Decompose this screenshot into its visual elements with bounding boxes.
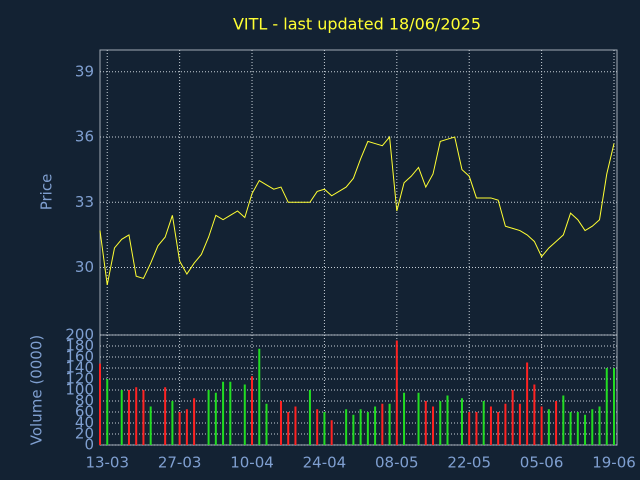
volume-bar xyxy=(395,340,398,445)
volume-bar xyxy=(584,414,587,445)
y-tick-label: 60 xyxy=(75,403,94,421)
x-tick-label: 13-03 xyxy=(85,454,129,472)
volume-bar xyxy=(106,379,109,445)
volume-bar xyxy=(446,395,449,445)
x-tick-label: 27-03 xyxy=(158,454,202,472)
volume-bar xyxy=(120,390,123,445)
volume-bar xyxy=(330,420,333,445)
volume-bar xyxy=(279,401,282,445)
volume-bar xyxy=(569,412,572,445)
y-tick-label: 160 xyxy=(65,348,94,366)
volume-bar xyxy=(251,376,254,445)
y-tick-label: 120 xyxy=(65,370,94,388)
volume-bar xyxy=(243,384,246,445)
y-tick-label: 0 xyxy=(84,436,94,454)
volume-bar xyxy=(99,363,101,445)
y-tick-label: 80 xyxy=(75,392,94,410)
x-tick-label: 19-06 xyxy=(592,454,636,472)
y-tick-label: 36 xyxy=(75,128,94,146)
volume-bar xyxy=(142,390,145,445)
x-tick-label: 22-05 xyxy=(447,454,491,472)
price-line xyxy=(99,135,615,286)
volume-bar xyxy=(171,401,174,445)
y-tick-label: 20 xyxy=(75,425,94,443)
volume-bar xyxy=(497,412,500,445)
volume-bar xyxy=(193,398,196,445)
x-tick-label: 24-04 xyxy=(303,454,347,472)
volume-bar xyxy=(207,390,210,445)
volume-bar xyxy=(526,362,529,445)
volume-bar xyxy=(265,403,268,445)
volume-bar xyxy=(489,406,492,445)
volume-bar xyxy=(308,390,311,445)
x-tick-label: 05-06 xyxy=(520,454,564,472)
volume-bar xyxy=(388,403,391,445)
volume-bar xyxy=(613,368,615,445)
volume-bar xyxy=(403,392,406,445)
volume-bar xyxy=(374,406,377,445)
volume-bar xyxy=(562,395,565,445)
y-tick-label: 180 xyxy=(65,337,94,355)
chart-title: VITL - last updated 18/06/2025 xyxy=(233,15,481,34)
volume-bar xyxy=(482,401,485,445)
volume-bar xyxy=(127,390,130,445)
volume-bar xyxy=(605,368,608,445)
volume-bar xyxy=(460,398,463,445)
volume-bar xyxy=(504,403,507,445)
volume-bar xyxy=(164,387,167,445)
volume-bar xyxy=(185,409,188,445)
x-tick-label: 08-05 xyxy=(375,454,419,472)
volume-bar xyxy=(258,348,261,445)
volume-bar xyxy=(294,406,297,445)
x-tick-label: 10-04 xyxy=(230,454,274,472)
volume-bar xyxy=(417,392,420,445)
volume-bar xyxy=(222,381,225,445)
volume-bar xyxy=(135,387,138,445)
volume-bar xyxy=(511,390,514,445)
volume-bar xyxy=(366,412,369,445)
volume-bar xyxy=(555,401,558,445)
y-tick-label: 140 xyxy=(65,359,94,377)
volume-bar xyxy=(468,412,471,445)
volume-bar xyxy=(287,412,290,445)
y-tick-label: 39 xyxy=(75,62,94,80)
y-tick-label: 200 xyxy=(65,326,94,344)
volume-bar xyxy=(214,392,217,445)
y-tick-label: 40 xyxy=(75,414,94,432)
volume-bar xyxy=(475,412,478,445)
y-axis-label: Price xyxy=(38,174,56,211)
volume-bar xyxy=(345,409,348,445)
volume-bar xyxy=(178,412,181,445)
y-tick-label: 30 xyxy=(75,258,94,276)
volume-bar xyxy=(359,409,362,445)
volume-bar xyxy=(381,403,384,445)
volume-bar xyxy=(149,406,152,445)
volume-bar xyxy=(576,412,579,445)
volume-bar xyxy=(540,406,543,445)
y-tick-label: 100 xyxy=(65,381,94,399)
volume-bar xyxy=(598,406,601,445)
volume-bar xyxy=(533,384,536,445)
volume-bar xyxy=(352,414,355,445)
volume-bar xyxy=(547,409,550,445)
volume-bar xyxy=(518,403,521,445)
volume-bar xyxy=(439,401,442,445)
volume-bar xyxy=(229,381,232,445)
volume-bar xyxy=(316,409,319,445)
y-axis-label: Volume (0000) xyxy=(28,335,46,445)
volume-bar xyxy=(432,406,435,445)
volume-bar xyxy=(424,401,427,445)
volume-bar xyxy=(591,409,594,445)
volume-bar xyxy=(323,412,326,445)
y-tick-label: 33 xyxy=(75,193,94,211)
